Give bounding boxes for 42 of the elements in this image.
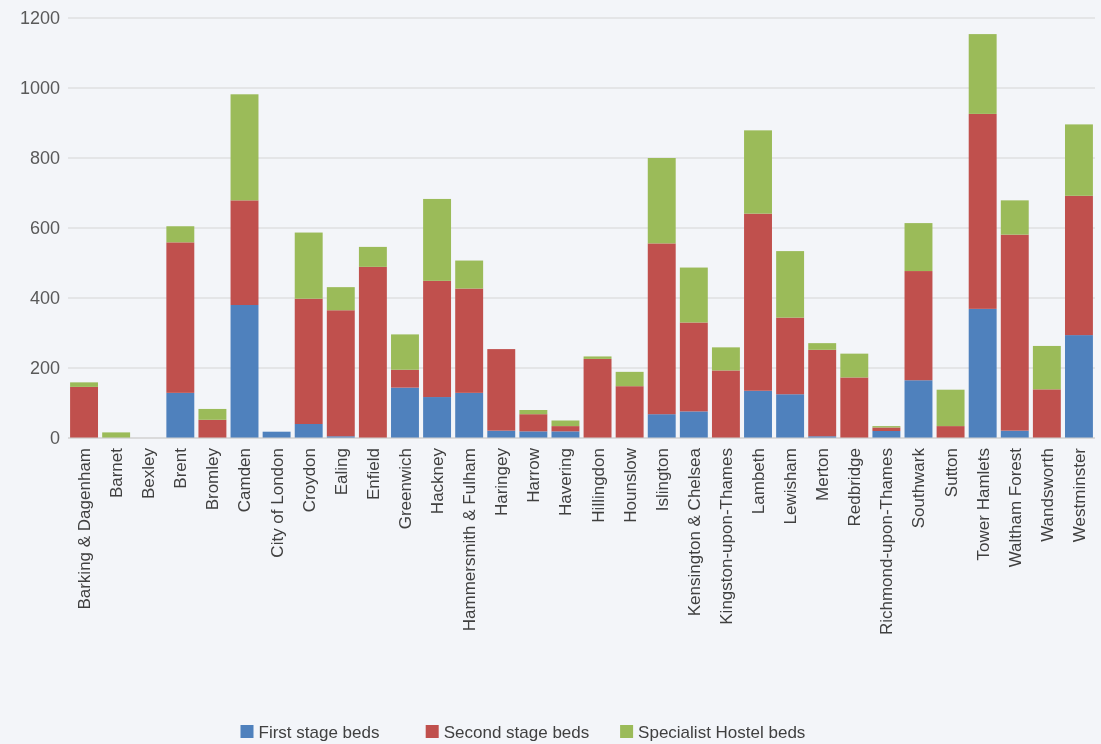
x-tick-label: Redbridge <box>845 448 865 527</box>
y-tick-label: 1200 <box>19 8 60 29</box>
x-tick-label: City of London <box>267 448 287 558</box>
x-tick-label: Camden <box>235 448 255 513</box>
x-tick-label: Enfield <box>363 448 383 500</box>
x-tick-label: Wandsworth <box>1037 448 1057 542</box>
x-tick-label: Hackney <box>428 447 448 515</box>
x-tick-label: Hounslow <box>620 447 640 523</box>
x-tick-label: Brent <box>171 447 191 489</box>
x-tick-label: Ealing <box>331 448 351 496</box>
x-tick-label: Hillingdon <box>588 448 608 523</box>
x-tick-label: Harrow <box>524 447 544 503</box>
x-tick-label: Croydon <box>299 448 319 513</box>
x-tick-label: Kingston-upon-Thames <box>716 448 736 625</box>
x-tick-label: Richmond-upon-Thames <box>877 448 897 636</box>
y-tick-label: 200 <box>29 358 60 379</box>
y-tick-label: 600 <box>29 218 60 239</box>
x-tick-label: Lewisham <box>781 448 801 525</box>
legend-label: Specialist Hostel beds <box>638 722 806 742</box>
x-tick-label: Islington <box>652 448 672 512</box>
x-tick-label: Barking & Dagenham <box>75 448 94 610</box>
x-tick-label: Merton <box>813 448 833 501</box>
x-tick-label: Bromley <box>203 447 223 511</box>
x-tick-label: Kensington & Chelsea <box>684 447 704 617</box>
x-tick-label: Tower Hamlets <box>973 448 993 561</box>
x-tick-label: Barnet <box>107 447 127 499</box>
x-tick-label: Southwark <box>909 447 929 529</box>
legend-label: Second stage beds <box>443 722 590 742</box>
y-tick-label: 400 <box>29 288 60 309</box>
x-tick-label: Bexley <box>139 447 159 500</box>
y-tick-label: 0 <box>49 428 60 449</box>
y-tick-label: 1000 <box>19 78 60 99</box>
x-tick-label: Lambeth <box>748 448 768 515</box>
x-tick-label: Sutton <box>941 448 961 498</box>
x-tick-label: Westminster <box>1069 447 1089 543</box>
y-tick-label: 800 <box>29 148 60 169</box>
legend-label: First stage beds <box>258 722 380 742</box>
x-tick-label: Haringey <box>492 447 512 517</box>
x-tick-label: Havering <box>556 448 576 517</box>
x-tick-label: Greenwich <box>395 448 415 530</box>
x-tick-label: Hammersmith & Fulham <box>460 448 480 632</box>
x-tick-label: Waltham Forest <box>1005 447 1025 568</box>
